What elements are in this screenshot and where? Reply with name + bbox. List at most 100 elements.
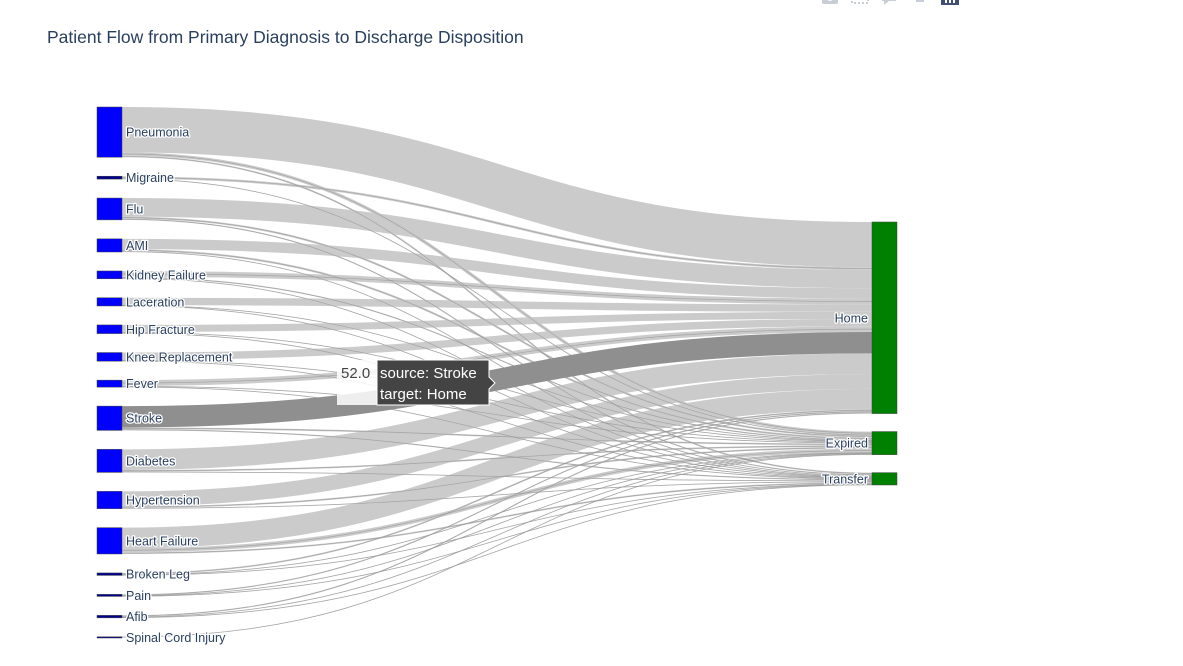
node-pneumonia[interactable] <box>96 106 123 158</box>
link-diabetes-to-home[interactable] <box>121 353 873 470</box>
link-edge-broken-leg-to-expired <box>121 452 873 576</box>
link-edge-ami-to-transfer <box>121 251 873 477</box>
link-edge-knee-replacement-to-transfer <box>121 360 873 479</box>
link-edge-flu-to-expired <box>121 217 873 437</box>
node-label-broken-leg: Broken Leg <box>126 568 190 582</box>
node-label-home: Home <box>835 311 868 325</box>
node-label-migraine: Migraine <box>126 171 174 185</box>
node-fever[interactable] <box>96 379 123 388</box>
link-hypertension-to-home[interactable] <box>121 374 873 507</box>
link-edge-hypertension-to-transfer <box>121 481 873 509</box>
node-label-laceration: Laceration <box>126 295 184 309</box>
link-edge-afib-to-home <box>121 412 873 617</box>
node-label-fever: Fever <box>126 377 158 391</box>
link-edge-fever-to-expired <box>121 385 873 444</box>
link-edge-fever-to-transfer <box>121 386 873 480</box>
node-flu[interactable] <box>96 197 123 221</box>
node-label-diabetes: Diabetes <box>126 454 175 468</box>
node-heart-failure[interactable] <box>96 527 123 555</box>
link-edge-laceration-to-transfer <box>121 305 873 478</box>
node-afib[interactable] <box>96 615 123 619</box>
zoom-icon[interactable] <box>845 0 875 8</box>
link-edge-diabetes-to-transfer <box>121 471 873 482</box>
node-label-pneumonia: Pneumonia <box>126 126 189 140</box>
node-home[interactable] <box>871 221 898 414</box>
node-transfer[interactable] <box>871 472 898 486</box>
node-laceration[interactable] <box>96 297 123 307</box>
node-knee-replacement[interactable] <box>96 352 123 362</box>
link-edge-pain-to-expired <box>121 452 873 597</box>
link-edge-stroke-to-expired <box>121 427 873 445</box>
node-label-knee-replacement: Knee Replacement <box>126 350 233 364</box>
link-pneumonia-to-home[interactable] <box>121 107 873 268</box>
link-edge-afib-to-expired <box>121 453 873 618</box>
home-icon[interactable] <box>905 0 935 8</box>
node-broken-leg[interactable] <box>96 572 123 576</box>
node-label-stroke: Stroke <box>126 412 162 426</box>
link-edge-pain-to-transfer <box>121 484 873 597</box>
node-label-transfer: Transfer <box>822 472 868 486</box>
node-label-hip-fracture: Hip Fracture <box>126 323 195 337</box>
link-heart-failure-to-home[interactable] <box>121 388 873 549</box>
node-stroke[interactable] <box>96 405 123 431</box>
node-spinal-cord-injury[interactable] <box>96 636 123 639</box>
link-ami-to-home[interactable] <box>121 238 873 299</box>
camera-icon[interactable] <box>815 0 845 8</box>
link-flu-to-home[interactable] <box>121 198 873 289</box>
link-edge-ami-to-expired <box>121 249 873 439</box>
link-knee-replacement-to-home[interactable] <box>121 318 873 360</box>
link-edge-kidney-failure-to-home <box>121 273 873 302</box>
link-edge-fever-to-home <box>121 328 873 384</box>
node-label-ami: AMI <box>126 239 148 253</box>
link-edge-migraine-to-expired <box>121 178 873 436</box>
link-edge-stroke-to-transfer <box>121 429 873 481</box>
node-pain[interactable] <box>96 594 123 597</box>
chart-title: Patient Flow from Primary Diagnosis to D… <box>47 27 524 47</box>
node-label-expired: Expired <box>826 437 868 451</box>
node-kidney-failure[interactable] <box>96 270 123 280</box>
node-label-kidney-failure: Kidney Failure <box>126 268 206 282</box>
nodes-layer <box>96 106 898 639</box>
node-label-afib: Afib <box>126 610 148 624</box>
tooltip-target-line: target: Home <box>380 386 467 403</box>
node-migraine[interactable] <box>96 175 123 180</box>
tooltip-box <box>376 359 496 406</box>
tooltip-source-line: source: Stroke <box>380 365 477 382</box>
link-edge-migraine-to-home <box>121 177 873 269</box>
hover-tooltip: 52.0 source: Stroke target: Home <box>337 359 496 406</box>
link-laceration-to-home[interactable] <box>121 297 873 312</box>
link-stroke-to-home[interactable] <box>121 331 873 428</box>
links-layer <box>121 107 873 638</box>
link-edge-pain-to-home <box>121 411 873 596</box>
node-hypertension[interactable] <box>96 491 123 509</box>
tooltip-value-box <box>337 360 377 405</box>
node-diabetes[interactable] <box>96 449 123 473</box>
link-edge-broken-leg-to-home <box>121 409 873 575</box>
node-ami[interactable] <box>96 238 123 253</box>
node-label-hypertension: Hypertension <box>126 494 200 508</box>
link-edge-broken-leg-to-transfer <box>121 483 873 576</box>
plotly-logo-icon[interactable] <box>935 0 965 8</box>
link-edge-heart-failure-to-expired <box>121 450 873 551</box>
node-label-flu: Flu <box>126 202 143 216</box>
link-edge-hip-fracture-to-transfer <box>121 332 873 479</box>
link-edge-afib-to-transfer <box>121 484 873 618</box>
node-hip-fracture[interactable] <box>96 324 123 334</box>
node-expired[interactable] <box>871 431 898 455</box>
modebar <box>815 0 965 8</box>
link-edge-hypertension-to-expired <box>121 447 873 508</box>
node-label-heart-failure: Heart Failure <box>126 534 198 548</box>
link-hip-fracture-to-home[interactable] <box>121 311 873 332</box>
comment-icon[interactable] <box>875 0 905 8</box>
link-edge-pneumonia-to-transfer <box>121 156 873 474</box>
labels-layer: Pneumonia Migraine Flu AMI Kidney Failure Lac… <box>125 124 870 646</box>
link-edge-knee-replacement-to-expired <box>121 360 873 443</box>
tooltip-value: 52.0 <box>341 365 370 382</box>
link-edge-diabetes-to-expired <box>121 445 873 472</box>
node-label-spinal-cord-injury: Spinal Cord Injury <box>126 631 226 645</box>
node-label-pain: Pain <box>126 589 151 603</box>
link-edge-spinal-cord-injury-to-expired <box>121 454 873 638</box>
link-edge-kidney-failure-to-expired <box>121 277 873 441</box>
link-edge-pneumonia-to-expired <box>121 153 873 434</box>
